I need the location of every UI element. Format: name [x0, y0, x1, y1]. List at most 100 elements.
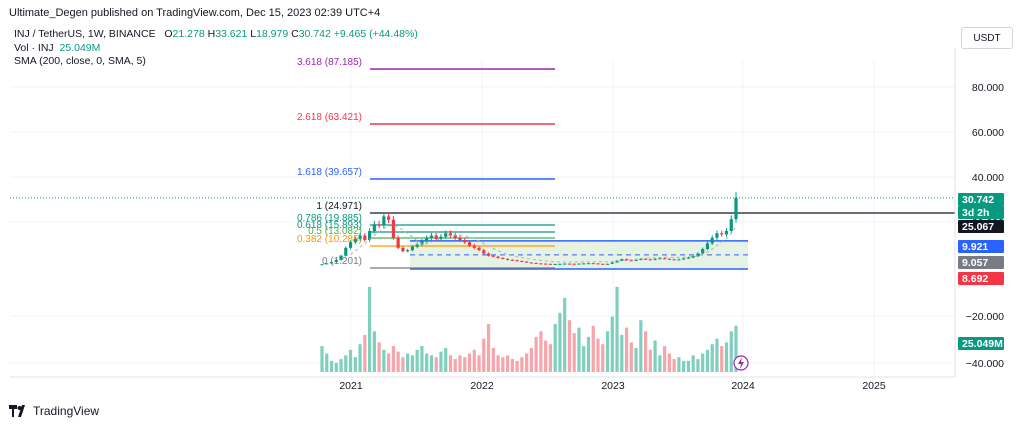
- volume-bar: [329, 360, 334, 372]
- candle-body: [734, 197, 738, 220]
- sma-path: [350, 225, 737, 263]
- candle-body: [720, 233, 724, 235]
- candle-body: [353, 238, 357, 243]
- candle-body: [686, 257, 691, 259]
- candle-body: [501, 258, 505, 259]
- symbol-name[interactable]: INJ / TetherUS, 1W, BINANCE: [14, 28, 156, 40]
- volume-bar: [425, 353, 429, 372]
- volume-bar: [410, 355, 415, 372]
- volume-axis-tick: −20.000: [966, 311, 1004, 323]
- volume-row[interactable]: Vol · INJ 25.049M: [14, 42, 418, 56]
- sma-row[interactable]: SMA (200, close, 0, SMA, 5): [14, 55, 418, 69]
- volume-bar: [525, 353, 529, 372]
- candle-body: [596, 263, 600, 265]
- candle-body: [539, 263, 543, 265]
- volume-bar: [377, 342, 381, 372]
- candle-body: [515, 260, 519, 262]
- candle-body: [505, 258, 510, 260]
- tradingview-footer[interactable]: TradingView: [9, 404, 99, 418]
- currency-button[interactable]: USDT: [961, 27, 1013, 49]
- fib-level-label: 0.618 (15.893): [297, 220, 362, 231]
- volume-bar: [420, 346, 424, 372]
- price-label-last-price: 30.742: [962, 194, 994, 206]
- volume-bar: [686, 360, 691, 372]
- candle-body: [729, 219, 733, 231]
- fib-level-label: 3.618 (87.185): [297, 57, 362, 68]
- candle-body: [382, 216, 386, 226]
- time-axis-tick: 2024: [731, 380, 755, 392]
- candle-body: [434, 235, 438, 239]
- candle-body: [634, 259, 638, 261]
- time-axis-tick: 2025: [862, 380, 886, 392]
- volume-bar: [601, 344, 605, 372]
- candle-body: [591, 263, 595, 265]
- volume-bar: [705, 349, 710, 372]
- volume-bar: [610, 316, 614, 372]
- volume-bar: [629, 342, 633, 372]
- candle-body: [448, 233, 453, 236]
- candle-body: [396, 237, 400, 248]
- price-label-bg: [958, 206, 1004, 219]
- close-value: 30.742: [298, 28, 331, 40]
- volume-bar: [448, 355, 453, 372]
- volume-bar: [505, 355, 510, 372]
- candle-body: [691, 256, 695, 258]
- volume-bar: [582, 346, 586, 372]
- candle-body: [439, 236, 443, 239]
- candle-body: [620, 259, 624, 261]
- symbol-row[interactable]: INJ / TetherUS, 1W, BINANCE O21.278 H33.…: [14, 28, 418, 42]
- volume-bar: [648, 349, 652, 372]
- candle-body: [520, 260, 524, 262]
- candle-body: [377, 224, 381, 226]
- price-label-range-mid: 9.057: [962, 257, 988, 269]
- close-label: C: [291, 28, 299, 40]
- candle-body: [348, 242, 353, 248]
- candle-body: [705, 243, 710, 249]
- time-axis-tick: 2021: [339, 380, 363, 392]
- candle-body: [420, 241, 424, 245]
- fibonacci-extension: 3.618 (87.185) 2.618 (63.421) 1.618 (39.65…: [297, 57, 955, 269]
- price-axis-tick: 40.000: [972, 172, 1004, 184]
- volume-bar: [463, 357, 467, 372]
- volume-bar: [486, 323, 491, 372]
- volume-bar: [363, 335, 367, 372]
- volume-bar: [396, 351, 400, 372]
- candle-body: [401, 247, 405, 252]
- volume-bar: [529, 347, 533, 372]
- volume-bar: [577, 327, 581, 372]
- candle-body: [458, 237, 462, 240]
- volume-bar: [444, 347, 448, 372]
- fib-level-label: 2.618 (63.421): [297, 112, 362, 123]
- volume-bar: [653, 340, 657, 372]
- candle-body: [496, 256, 500, 258]
- candle-body: [339, 255, 343, 261]
- volume-bar: [439, 351, 443, 372]
- candle-body: [544, 263, 548, 265]
- volume-bar: [491, 347, 495, 372]
- price-chart[interactable]: 3.618 (87.185) 2.618 (63.421) 1.618 (39.65…: [0, 0, 1024, 400]
- price-label-sma: 8.692: [962, 273, 988, 285]
- high-label: H: [207, 28, 216, 40]
- candle-body: [577, 263, 581, 265]
- candle-body: [663, 258, 667, 260]
- volume-bar: [496, 355, 500, 372]
- fib-level-label: 1.618 (39.657): [297, 167, 362, 178]
- volume-bar: [353, 357, 357, 372]
- candle-body: [610, 262, 614, 264]
- volume-bar: [348, 349, 353, 372]
- volume-bar: [534, 336, 538, 372]
- candle-body: [624, 259, 629, 261]
- candle-body: [601, 263, 605, 265]
- volume-bar: [729, 331, 733, 372]
- candle-body: [567, 263, 572, 265]
- candle-body: [391, 219, 395, 238]
- price-label-volume: 25.049M: [962, 338, 1003, 350]
- volume-bar: [605, 331, 610, 372]
- candle-body: [653, 258, 657, 260]
- volume-bar: [710, 344, 714, 372]
- volume-bar: [367, 286, 372, 372]
- chart-legend: INJ / TetherUS, 1W, BINANCE O21.278 H33.…: [14, 28, 418, 69]
- open-value: 21.278: [172, 28, 205, 40]
- price-axis-tick: 60.000: [972, 127, 1004, 139]
